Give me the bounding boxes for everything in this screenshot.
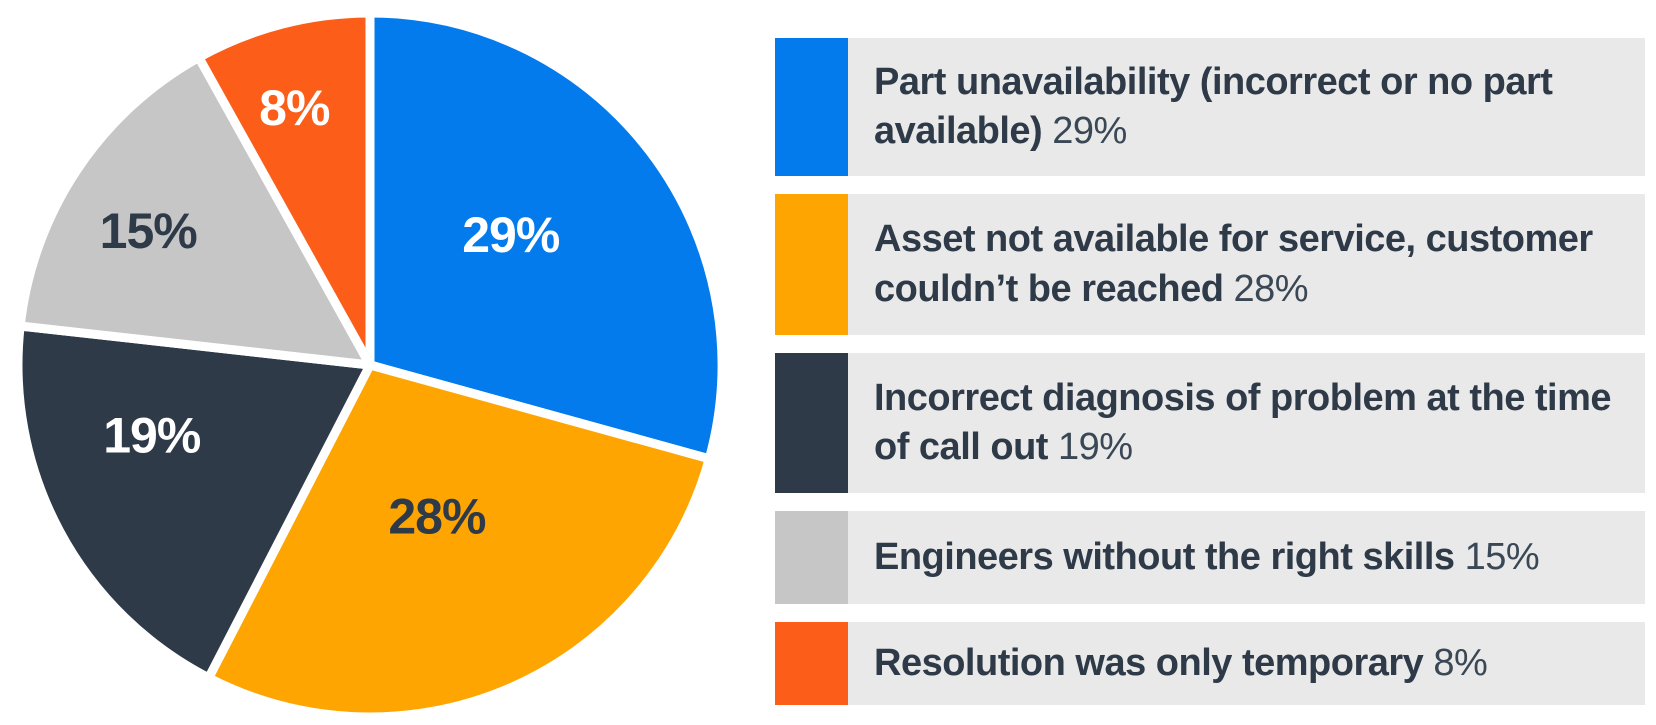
legend-percentage: 8% xyxy=(1433,641,1488,684)
pie-slice-label-asset-not-available: 28% xyxy=(388,488,486,544)
legend-percentage: 28% xyxy=(1233,267,1309,310)
legend-text-part-unavailability: Part unavailability (incorrect or no par… xyxy=(874,58,1623,157)
legend-swatch-incorrect-diagnosis xyxy=(775,353,848,493)
legend-item-asset-not-available: Asset not available for service, custome… xyxy=(775,194,1645,335)
legend-bar-engineers-skills: Engineers without the right skills 15% xyxy=(848,511,1645,604)
legend-label: Asset not available for service, custome… xyxy=(874,218,1593,310)
legend-percentage: 15% xyxy=(1464,535,1540,578)
legend-item-temporary-resolution: Resolution was only temporary 8% xyxy=(775,622,1645,705)
legend-text-incorrect-diagnosis: Incorrect diagnosis of problem at the ti… xyxy=(874,374,1623,473)
pie-slice-label-incorrect-diagnosis: 19% xyxy=(103,407,201,463)
pie-slice-incorrect-diagnosis xyxy=(13,321,375,683)
legend-label: Incorrect diagnosis of problem at the ti… xyxy=(874,376,1612,468)
legend-bar-part-unavailability: Part unavailability (incorrect or no par… xyxy=(848,38,1645,176)
legend-label: Resolution was only temporary xyxy=(874,641,1424,684)
pie-chart-container: 29% 28% 19% 15% 8% xyxy=(12,7,728,723)
legend-bar-temporary-resolution: Resolution was only temporary 8% xyxy=(848,622,1645,705)
legend-text-temporary-resolution: Resolution was only temporary 8% xyxy=(874,639,1488,688)
legend-swatch-temporary-resolution xyxy=(775,622,848,705)
legend-item-engineers-skills: Engineers without the right skills 15% xyxy=(775,511,1645,604)
legend-item-part-unavailability: Part unavailability (incorrect or no par… xyxy=(775,38,1645,176)
legend-bar-incorrect-diagnosis: Incorrect diagnosis of problem at the ti… xyxy=(848,353,1645,493)
pie-chart: 29% 28% 19% 15% 8% xyxy=(13,8,727,722)
legend-label: Engineers without the right skills xyxy=(874,535,1455,578)
legend-text-engineers-skills: Engineers without the right skills 15% xyxy=(874,533,1540,582)
pie-slice-label-part-unavailability: 29% xyxy=(462,207,560,263)
pie-slice-temporary-resolution xyxy=(194,8,375,370)
legend-swatch-engineers-skills xyxy=(775,511,848,604)
legend-swatch-asset-not-available xyxy=(775,194,848,335)
pie-slice-part-unavailability xyxy=(365,8,727,464)
legend-text-asset-not-available: Asset not available for service, custome… xyxy=(874,215,1623,314)
legend-bar-asset-not-available: Asset not available for service, custome… xyxy=(848,194,1645,335)
legend-swatch-part-unavailability xyxy=(775,38,848,176)
legend-percentage: 19% xyxy=(1058,426,1133,468)
legend: Part unavailability (incorrect or no par… xyxy=(775,38,1645,705)
legend-label: Part unavailability (incorrect or no par… xyxy=(874,60,1553,152)
legend-percentage: 29% xyxy=(1052,110,1127,152)
pie-slice-asset-not-available xyxy=(204,360,714,722)
pie-slice-label-temporary-resolution: 8% xyxy=(259,80,330,136)
pie-slice-label-engineers-skills: 15% xyxy=(100,203,198,259)
legend-item-incorrect-diagnosis: Incorrect diagnosis of problem at the ti… xyxy=(775,353,1645,493)
pie-slice-engineers-skills xyxy=(15,52,375,370)
